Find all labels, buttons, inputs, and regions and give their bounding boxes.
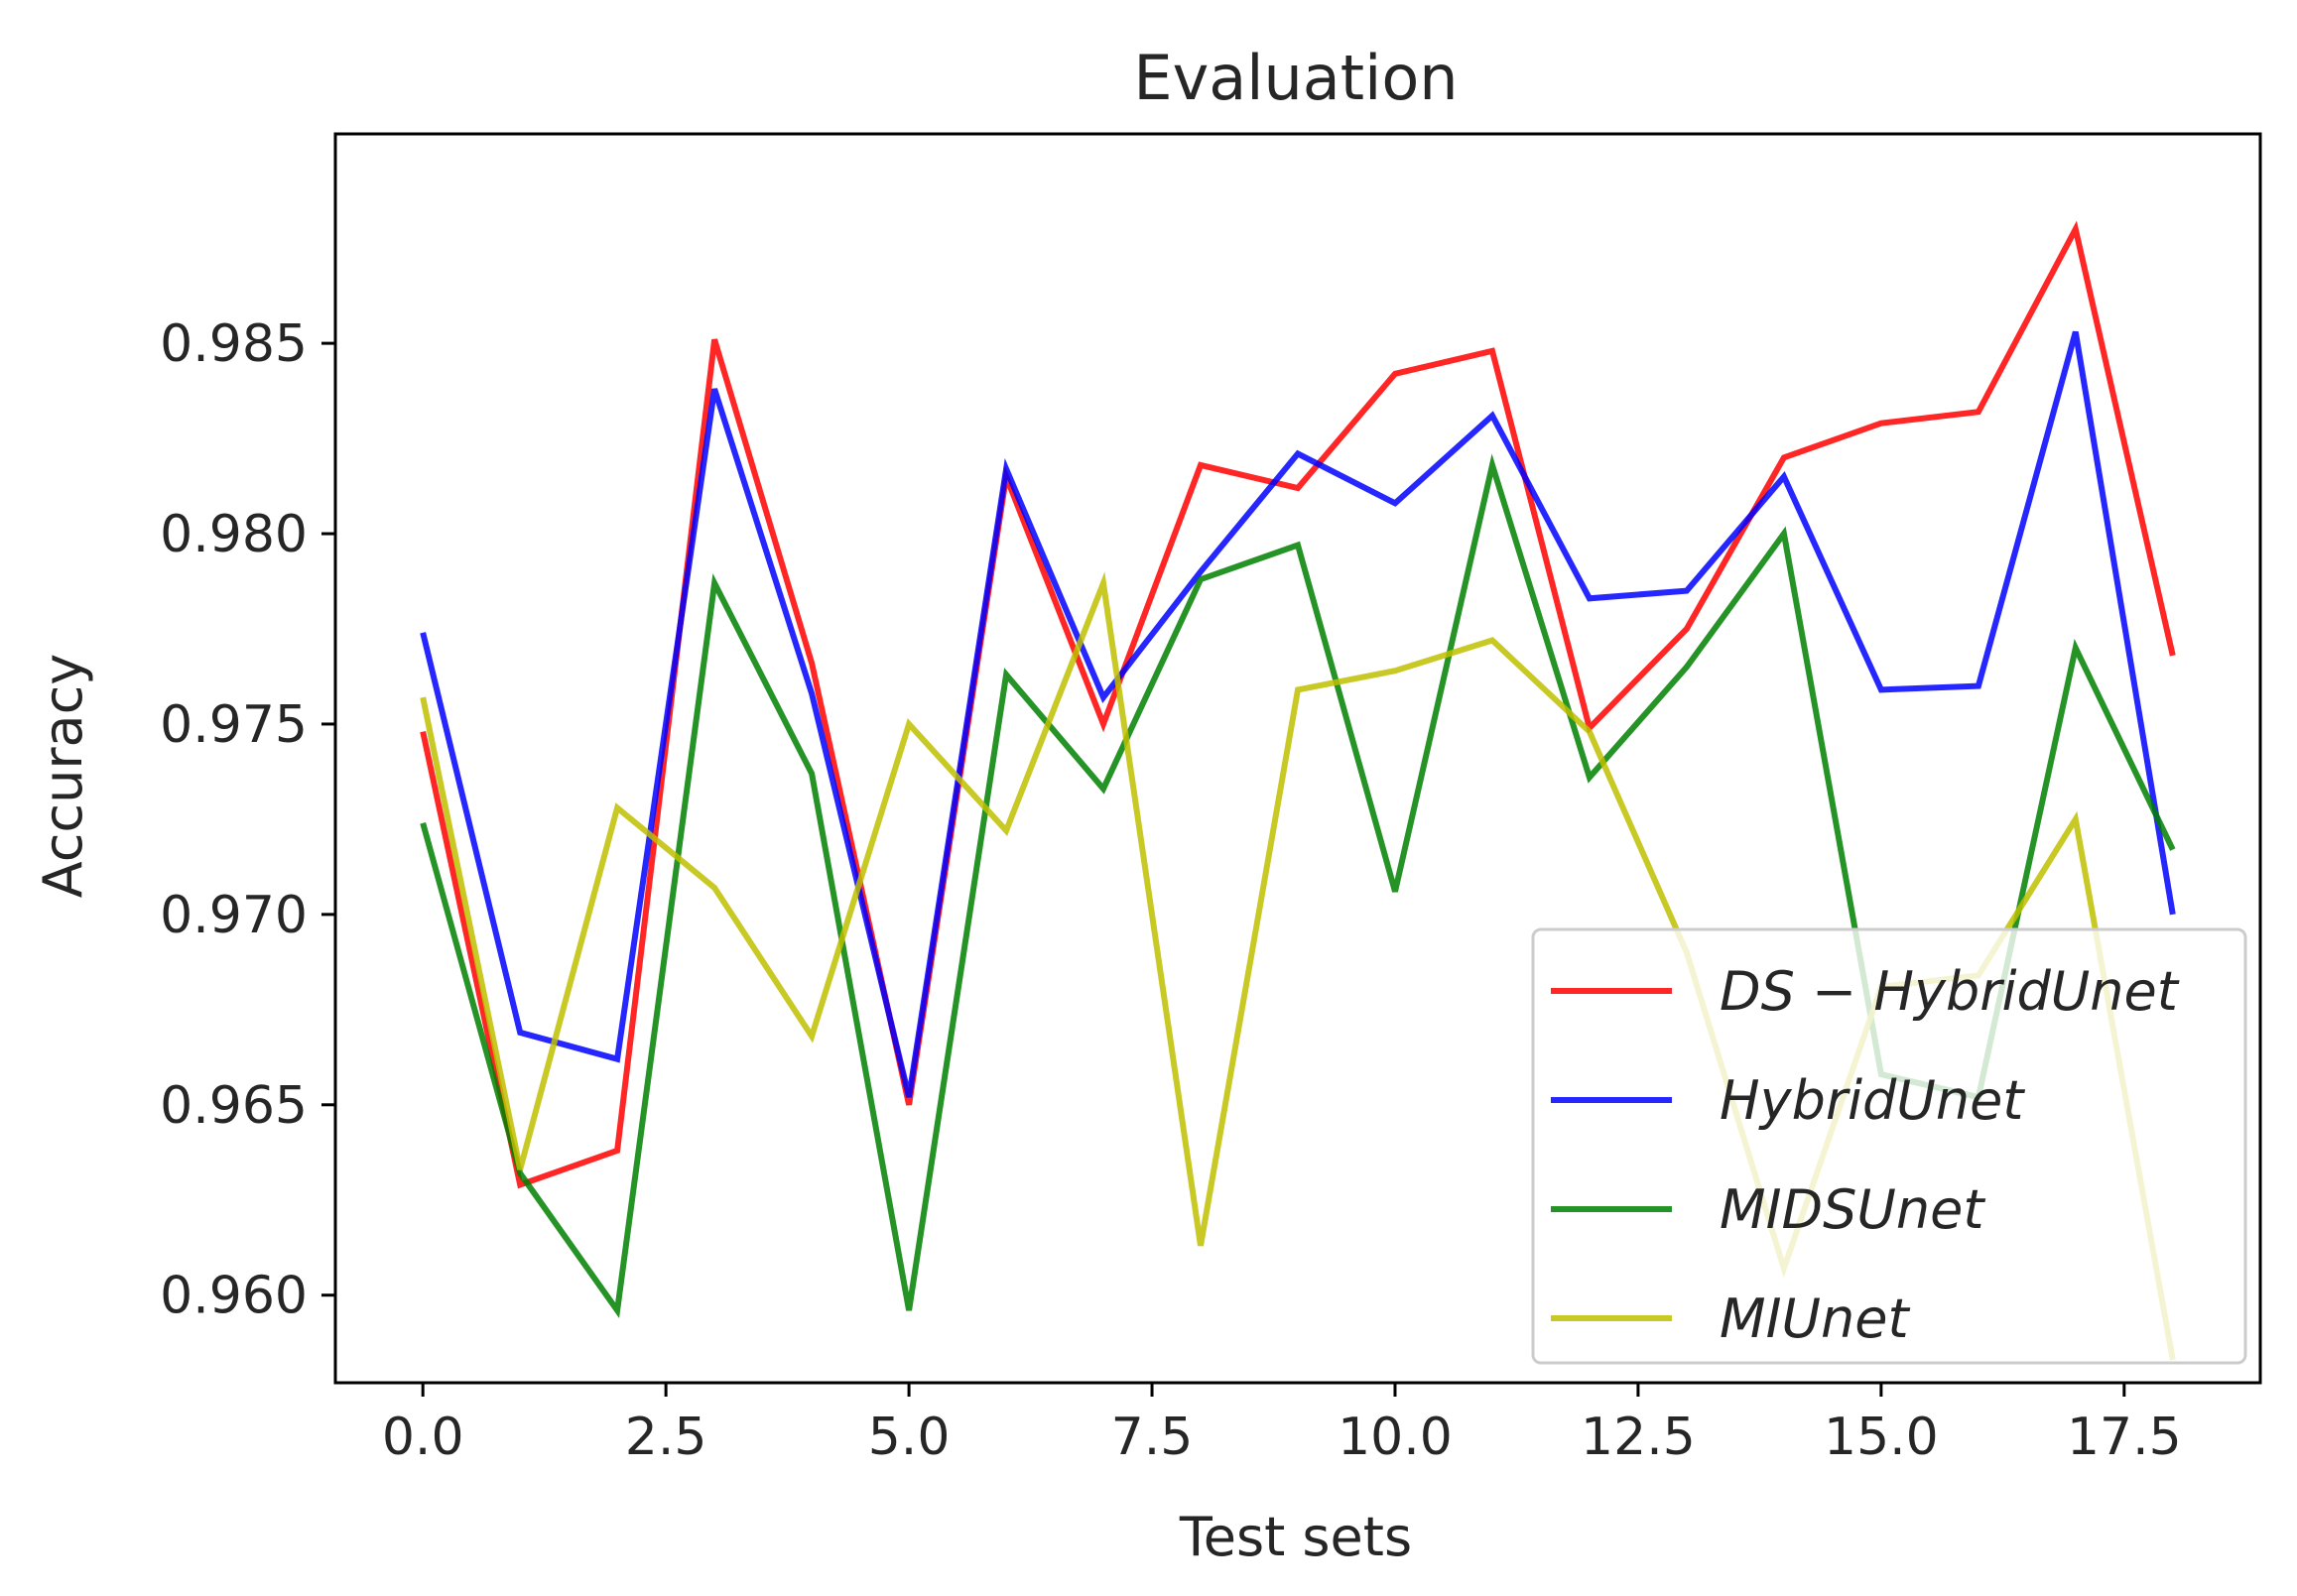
x-tick-label: 2.5 bbox=[625, 1408, 707, 1467]
y-tick-label: 0.970 bbox=[160, 886, 308, 945]
y-axis-label: Accuracy bbox=[32, 654, 94, 899]
legend-label-0: DS − HybridUnet bbox=[1720, 960, 2180, 1023]
plot-frame bbox=[333, 132, 2262, 1385]
x-tick-label: 15.0 bbox=[1824, 1408, 1939, 1467]
series-line-1 bbox=[420, 330, 2176, 1098]
x-tick-label: 10.0 bbox=[1338, 1408, 1453, 1467]
x-tick-label: 17.5 bbox=[2067, 1408, 2182, 1467]
x-axis-label: Test sets bbox=[1179, 1506, 1412, 1568]
legend-frame bbox=[1531, 927, 2247, 1365]
y-tick-label: 0.960 bbox=[160, 1267, 308, 1326]
y-tick-label: 0.985 bbox=[160, 314, 308, 374]
y-tick-label: 0.965 bbox=[160, 1076, 308, 1136]
series-line-0 bbox=[420, 220, 2176, 1189]
y-tick-label: 0.975 bbox=[160, 695, 308, 755]
chart-title: Evaluation bbox=[1133, 42, 1458, 114]
legend-label-3: MIUnet bbox=[1720, 1288, 1910, 1350]
x-tick-label: 0.0 bbox=[382, 1408, 464, 1467]
legend-label-1: HybridUnet bbox=[1720, 1069, 2025, 1132]
y-tick-label: 0.980 bbox=[160, 505, 308, 564]
x-tick-label: 5.0 bbox=[868, 1408, 951, 1467]
plot-area: 0.0 2.5 5.0 7.5 10.0 12.5 15.0 17.5 0.960 0.965 0.… bbox=[160, 132, 2262, 1467]
x-tick-label: 12.5 bbox=[1581, 1408, 1696, 1467]
x-tick-label: 7.5 bbox=[1111, 1408, 1194, 1467]
legend-label-2: MIDSUnet bbox=[1720, 1178, 1985, 1241]
legend: DS − HybridUnet HybridUnet MIDSUnet MIUnet bbox=[1531, 927, 2247, 1365]
